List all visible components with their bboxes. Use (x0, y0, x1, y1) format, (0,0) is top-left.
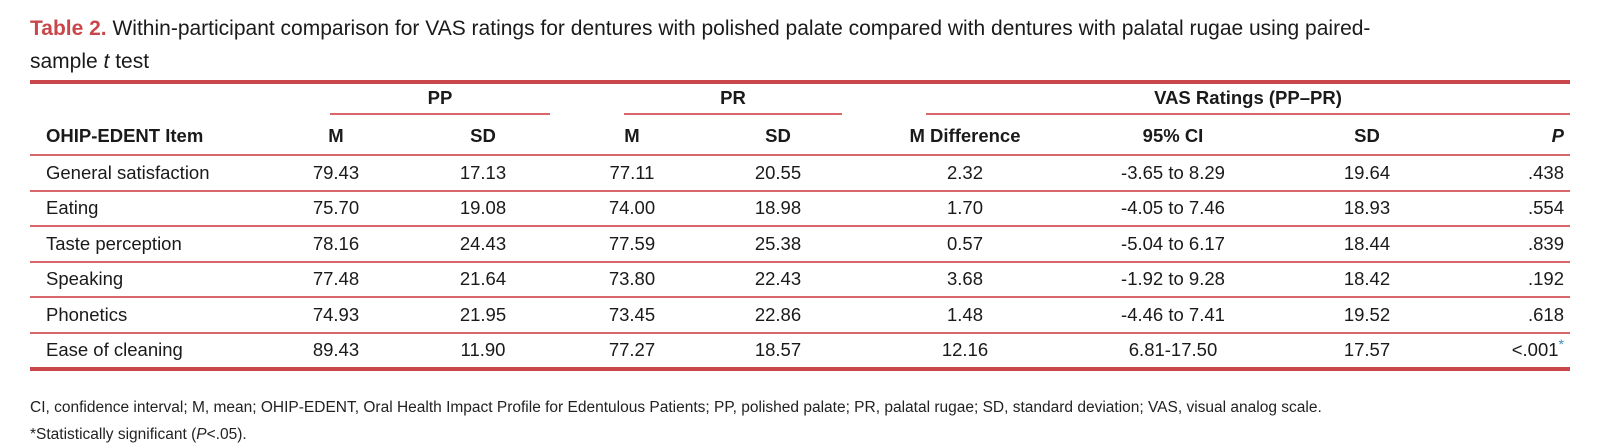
cell-item: Taste perception (30, 226, 270, 263)
table-row: Eating 75.70 19.08 74.00 18.98 1.70 -4.05 to 7… (30, 190, 1570, 227)
cell-sd: 18.42 (1272, 261, 1462, 298)
cell-p: .554 (1462, 190, 1570, 227)
cell-ci: -3.65 to 8.29 (1074, 155, 1272, 192)
cell-pp-m: 89.43 (270, 332, 402, 371)
cell-item: Phonetics (30, 297, 270, 334)
cell-pp-m: 75.70 (270, 190, 402, 227)
caption-text: Within-participant comparison for VAS ra… (106, 17, 1371, 40)
table-row: Ease of cleaning 89.43 11.90 77.27 18.57 12.1… (30, 332, 1570, 371)
cell-m-diff: 0.57 (856, 226, 1074, 263)
cell-pp-sd: 17.13 (402, 155, 564, 192)
footnote-sig-p: P (196, 426, 207, 443)
cell-pp-sd: 11.90 (402, 332, 564, 371)
col-pp-sd: SD (402, 118, 564, 156)
cell-ci: -5.04 to 6.17 (1074, 226, 1272, 263)
p-value: <.001 (1511, 339, 1559, 361)
table-row: Taste perception 78.16 24.43 77.59 25.38 0.57… (30, 226, 1570, 263)
cell-m-diff: 3.68 (856, 261, 1074, 298)
footnote-sig-text-2: <.05). (206, 426, 247, 443)
p-value: .839 (1527, 232, 1564, 254)
caption-italic-t: t (103, 50, 110, 73)
table-caption: Table 2. Within-participant comparison f… (30, 12, 1590, 78)
table-footnotes: CI, confidence interval; M, mean; OHIP-E… (30, 394, 1322, 448)
cell-p: .839 (1462, 226, 1570, 263)
cell-pr-m: 77.59 (564, 226, 700, 263)
caption-text-3: test (109, 50, 150, 73)
cell-m-diff: 1.70 (856, 190, 1074, 227)
cell-ci: -4.46 to 7.41 (1074, 297, 1272, 334)
cell-pp-m: 79.43 (270, 155, 402, 192)
p-value: .438 (1527, 161, 1564, 183)
column-header-row: OHIP-EDENT Item M SD M SD M Difference 9… (30, 118, 1570, 156)
cell-sd: 19.64 (1272, 155, 1462, 192)
cell-sd: 18.93 (1272, 190, 1462, 227)
cell-pr-m: 73.45 (564, 297, 700, 334)
cell-p: <.001* (1462, 332, 1570, 371)
cell-pp-m: 74.93 (270, 297, 402, 334)
group-pp: PP (330, 87, 550, 115)
cell-pr-sd: 22.86 (700, 297, 856, 334)
cell-item: Speaking (30, 261, 270, 298)
footnote-abbreviations: CI, confidence interval; M, mean; OHIP-E… (30, 399, 1322, 416)
cell-ci: -4.05 to 7.46 (1074, 190, 1272, 227)
cell-pr-m: 77.27 (564, 332, 700, 371)
cell-item: Ease of cleaning (30, 332, 270, 371)
group-pr: PR (624, 87, 842, 115)
group-vas: VAS Ratings (PP–PR) (926, 87, 1570, 115)
cell-p: .438 (1462, 155, 1570, 192)
cell-m-diff: 12.16 (856, 332, 1074, 371)
cell-sd: 17.57 (1272, 332, 1462, 371)
cell-m-diff: 2.32 (856, 155, 1074, 192)
col-item: OHIP-EDENT Item (30, 118, 270, 156)
cell-item: Eating (30, 190, 270, 227)
cell-p: .618 (1462, 297, 1570, 334)
col-pp-m: M (270, 118, 402, 156)
p-value: .192 (1527, 268, 1564, 290)
cell-ci: -1.92 to 9.28 (1074, 261, 1272, 298)
cell-pr-m: 74.00 (564, 190, 700, 227)
p-value: .618 (1527, 303, 1564, 325)
cell-m-diff: 1.48 (856, 297, 1074, 334)
cell-pr-sd: 22.43 (700, 261, 856, 298)
group-header-row: PP PR VAS Ratings (PP–PR) (30, 80, 1570, 118)
col-ci: 95% CI (1074, 118, 1272, 156)
cell-ci: 6.81-17.50 (1074, 332, 1272, 371)
cell-pp-sd: 21.95 (402, 297, 564, 334)
cell-pr-sd: 20.55 (700, 155, 856, 192)
cell-pp-sd: 19.08 (402, 190, 564, 227)
table-row: Speaking 77.48 21.64 73.80 22.43 3.68 -1.92 to… (30, 261, 1570, 298)
table-row: Phonetics 74.93 21.95 73.45 22.86 1.48 -4.46 t… (30, 297, 1570, 334)
cell-pp-sd: 24.43 (402, 226, 564, 263)
cell-pp-m: 78.16 (270, 226, 402, 263)
cell-pr-m: 73.80 (564, 261, 700, 298)
cell-pr-m: 77.11 (564, 155, 700, 192)
col-pr-m: M (564, 118, 700, 156)
col-p: P (1462, 118, 1570, 156)
col-sd: SD (1272, 118, 1462, 156)
p-value: .554 (1527, 197, 1564, 219)
cell-pp-sd: 21.64 (402, 261, 564, 298)
cell-p: .192 (1462, 261, 1570, 298)
footnote-sig-text: *Statistically significant ( (30, 426, 197, 443)
table-label: Table 2. (30, 17, 107, 40)
cell-pp-m: 77.48 (270, 261, 402, 298)
cell-item: General satisfaction (30, 155, 270, 192)
cell-sd: 18.44 (1272, 226, 1462, 263)
cell-pr-sd: 18.98 (700, 190, 856, 227)
caption-text-2: sample (30, 50, 104, 73)
col-pr-sd: SD (700, 118, 856, 156)
table-row: General satisfaction 79.43 17.13 77.11 20.55… (30, 155, 1570, 192)
cell-pr-sd: 18.57 (700, 332, 856, 371)
cell-sd: 19.52 (1272, 297, 1462, 334)
data-table: PP PR VAS Ratings (PP–PR) OHIP-EDENT Ite… (30, 80, 1570, 371)
cell-pr-sd: 25.38 (700, 226, 856, 263)
significance-marker: * (1558, 336, 1564, 353)
footnote-significance: *Statistically significant (P<.05). (30, 421, 1322, 448)
col-m-diff: M Difference (856, 118, 1074, 156)
